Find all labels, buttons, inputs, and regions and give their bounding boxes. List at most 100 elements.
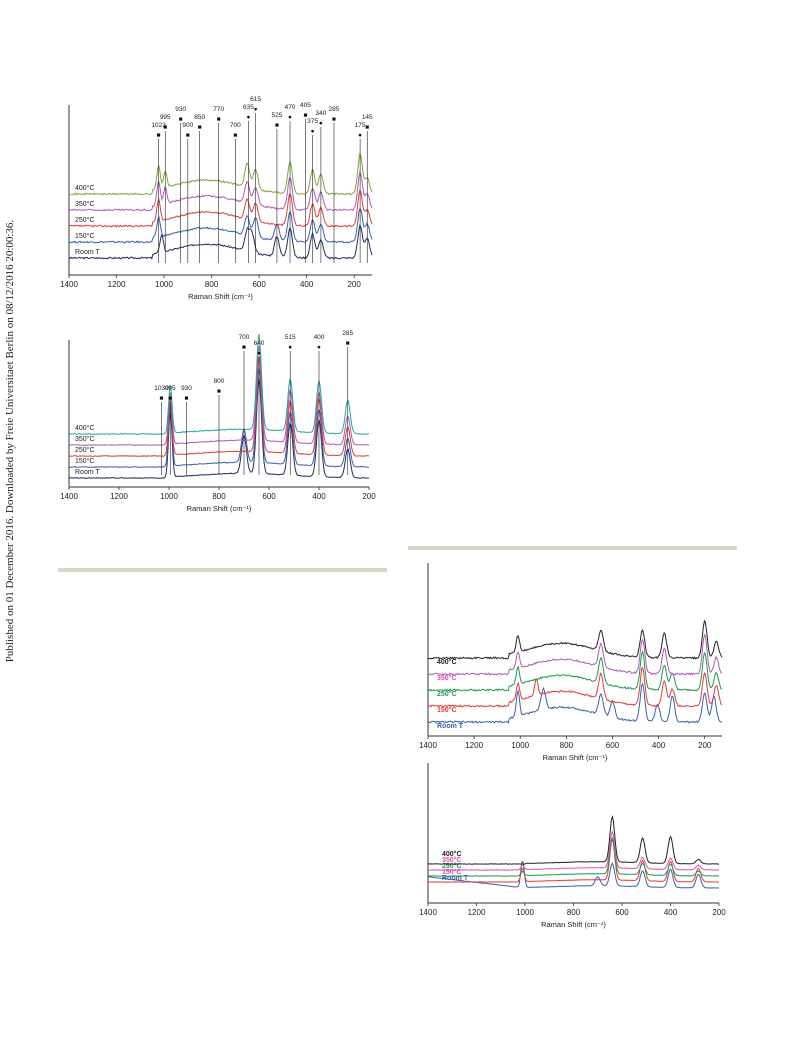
x-tick-label: 800 [560, 741, 574, 750]
x-tick-label: 400 [300, 280, 314, 289]
series-label: 150°C [75, 232, 95, 240]
peak-marker: ■ [303, 112, 307, 119]
x-tick-label: 1400 [60, 280, 78, 289]
peak-marker: ■ [185, 395, 189, 402]
x-tick-label: 200 [347, 280, 361, 289]
series-label: 350°C [75, 435, 95, 443]
series-line [427, 666, 723, 708]
peak-marker: ■ [217, 116, 221, 123]
series-label: 400°C [75, 184, 95, 192]
peak-annotation-label: 995 [165, 385, 176, 392]
peak-annotation-label: 405 [300, 102, 311, 109]
x-tick-label: 1400 [419, 908, 437, 917]
x-tick-label: 200 [712, 908, 726, 917]
x-tick-label: 600 [606, 741, 620, 750]
peak-marker: ■ [365, 124, 369, 131]
peak-annotation-label: 1023 [151, 122, 166, 129]
x-tick-label: 1200 [110, 492, 128, 501]
series-line [427, 619, 723, 660]
x-axis-label: Raman Shift (cm⁻¹) [188, 292, 253, 301]
x-tick-label: 1000 [155, 280, 173, 289]
peak-marker: ■ [198, 124, 202, 131]
peak-marker: ● [311, 128, 315, 135]
series-line [68, 207, 373, 244]
x-tick-label: 1200 [108, 280, 126, 289]
peak-annotation-label: 285 [342, 330, 353, 337]
peak-marker: ■ [242, 344, 246, 351]
series-label: 150°C [437, 706, 457, 714]
peak-annotation-label: 615 [250, 96, 261, 103]
x-tick-label: 400 [312, 492, 326, 501]
divider-left [58, 568, 387, 572]
x-axis-label: Raman Shift (cm⁻¹) [187, 504, 252, 513]
series-label: 400°C [437, 658, 457, 666]
peak-annotation-label: 640 [254, 340, 265, 347]
x-tick-label: 200 [698, 741, 712, 750]
series-label: 350°C [75, 200, 95, 208]
peak-marker: ■ [233, 132, 237, 139]
peak-annotation-label: 175 [355, 122, 366, 129]
series-label: Room T [75, 249, 100, 256]
series-label: Room T [442, 875, 469, 882]
peak-annotation-label: 930 [181, 385, 192, 392]
peak-marker: ● [246, 114, 250, 121]
series-label: 350°C [442, 856, 462, 864]
peak-marker: ■ [179, 116, 183, 123]
series-line [427, 633, 723, 676]
peak-marker: ■ [186, 132, 190, 139]
series-label: 250°C [437, 690, 457, 698]
peak-marker: ● [317, 344, 321, 351]
peak-marker: ■ [163, 124, 167, 131]
peak-annotation-label: 375 [307, 118, 318, 125]
series-label: Room T [437, 723, 464, 730]
peak-marker: ● [288, 344, 292, 351]
peak-annotation-label: 700 [239, 334, 250, 341]
series-line [68, 170, 373, 212]
peak-marker: ■ [346, 340, 350, 347]
x-tick-label: 1000 [516, 908, 534, 917]
x-tick-label: 600 [615, 908, 629, 917]
peak-annotation-label: 470 [285, 104, 296, 111]
series-line [68, 223, 373, 260]
x-tick-label: 1200 [468, 908, 486, 917]
x-tick-label: 1400 [60, 492, 78, 501]
series-label: 150°C [75, 457, 95, 465]
series-line [427, 837, 720, 883]
x-tick-label: 600 [252, 280, 266, 289]
series-line [68, 189, 373, 228]
peak-marker: ● [254, 106, 258, 113]
peak-annotation-label: 285 [329, 106, 340, 113]
divider-right [408, 546, 737, 550]
series-label: 350°C [437, 674, 457, 682]
peak-marker: ■ [168, 395, 172, 402]
peak-annotation-label: 145 [362, 114, 373, 121]
peak-annotation-label: 900 [182, 122, 193, 129]
peak-annotation-label: 635 [243, 104, 254, 111]
x-tick-label: 400 [664, 908, 678, 917]
x-tick-label: 400 [652, 741, 666, 750]
series-line [69, 152, 373, 196]
x-axis-label: Raman Shift (cm⁻¹) [543, 753, 608, 762]
peak-annotation-label: 400 [314, 334, 325, 341]
x-tick-label: 1200 [465, 741, 483, 750]
peak-marker: ■ [275, 122, 279, 129]
series-label: 250°C [75, 446, 95, 454]
x-tick-label: 800 [567, 908, 581, 917]
peak-annotation-label: 1030 [154, 385, 169, 392]
x-tick-label: 1000 [160, 492, 178, 501]
peak-marker: ● [358, 132, 362, 139]
peak-annotation-label: 800 [214, 378, 225, 385]
x-tick-label: 200 [362, 492, 376, 501]
series-line [427, 836, 720, 877]
x-tick-label: 1000 [511, 741, 529, 750]
series-label: 400°C [75, 424, 95, 432]
series-label: 250°C [442, 862, 462, 870]
peak-marker: ● [257, 350, 261, 357]
x-tick-label: 800 [212, 492, 226, 501]
peak-annotation-label: 700 [230, 122, 241, 129]
x-axis-label: Raman Shift (cm⁻¹) [541, 920, 606, 929]
x-tick-label: 600 [262, 492, 276, 501]
series-line [427, 815, 719, 865]
x-tick-label: 800 [205, 280, 219, 289]
